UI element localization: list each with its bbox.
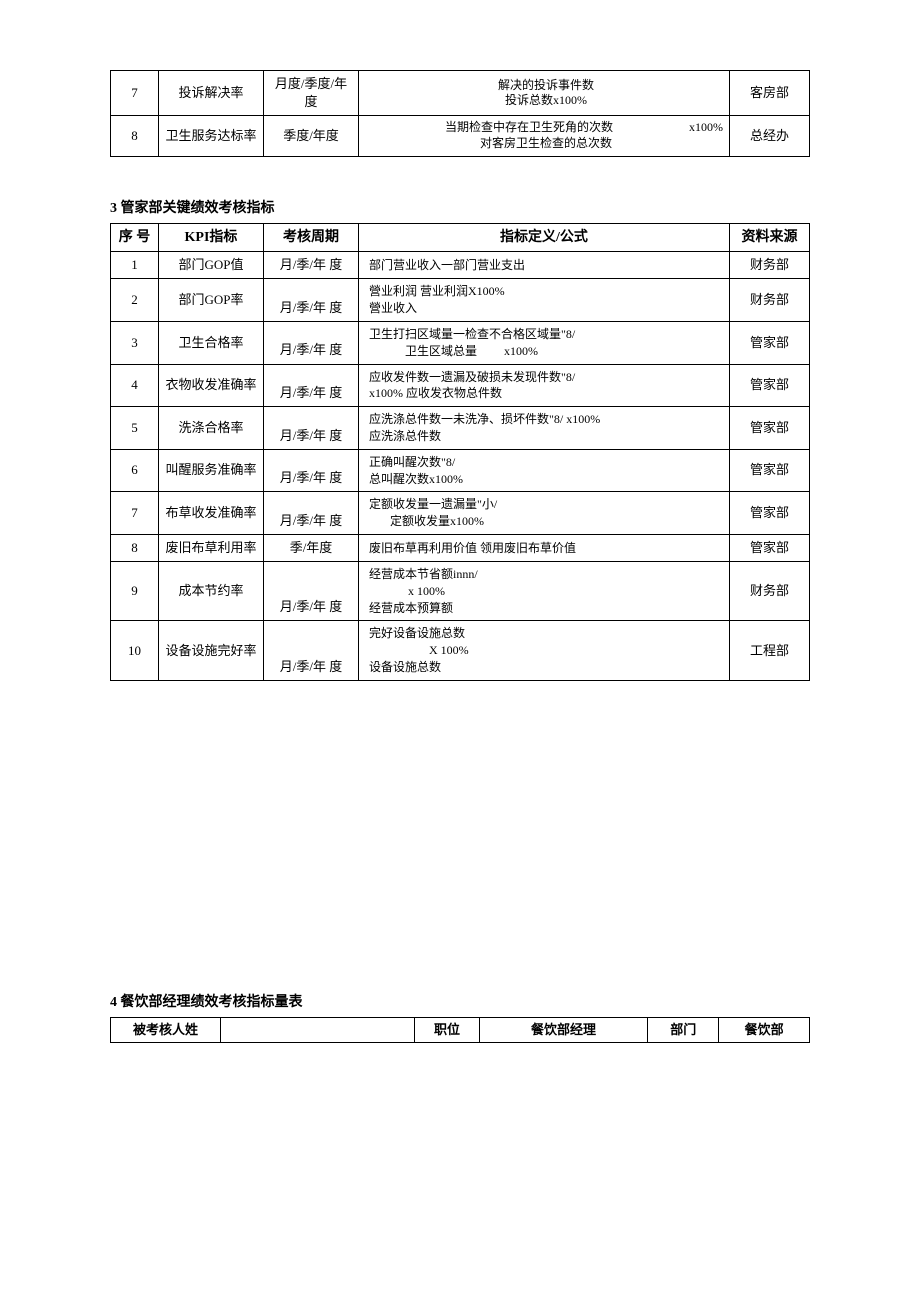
source: 管家部: [730, 449, 810, 492]
kpi-name: 卫生合格率: [159, 321, 264, 364]
row-num: 6: [111, 449, 159, 492]
kpi-name: 洗涤合格率: [159, 407, 264, 450]
kpi-name: 废旧布草利用率: [159, 534, 264, 561]
period: 月/季/年 度: [264, 562, 359, 621]
source: 财务部: [730, 279, 810, 322]
period: 月/季/年 度: [264, 321, 359, 364]
kpi-table-prev: 7 投诉解决率 月度/季度/年度 解决的投诉事件数 投诉总数x100% 客房部 …: [110, 70, 810, 157]
kpi-name: 布草收发准确率: [159, 492, 264, 535]
label-name: 被考核人姓: [111, 1017, 221, 1042]
table4-row: 被考核人姓 职位 餐饮部经理 部门 餐饮部: [111, 1017, 810, 1042]
formula: 營业利润 营业利润X100% 營业收入: [359, 279, 730, 322]
period: 月/季/年 度: [264, 279, 359, 322]
period: 月/季/年 度: [264, 252, 359, 279]
formula: 应洗涤总件数一未洗净、损坏件数"8/ x100% 应洗涤总件数: [359, 407, 730, 450]
formula: 定额收发量一遗漏量"小/ 定额收发量x100%: [359, 492, 730, 535]
period: 月/季/年 度: [264, 364, 359, 407]
header-row: 序 号 KPI指标 考核周期 指标定义/公式 资料来源: [111, 223, 810, 252]
value-position: 餐饮部经理: [479, 1017, 647, 1042]
source: 总经办: [730, 116, 810, 156]
table-row: 1部门GOP值月/季/年 度部门营业收入一部门营业支出财务部: [111, 252, 810, 279]
period: 季度/年度: [264, 116, 359, 156]
source: 客房部: [730, 71, 810, 116]
row-num: 7: [111, 492, 159, 535]
row-num: 2: [111, 279, 159, 322]
table-row: 5洗涤合格率月/季/年 度应洗涤总件数一未洗净、损坏件数"8/ x100% 应洗…: [111, 407, 810, 450]
section4-heading: 4 餐饮部经理绩效考核指标量表: [110, 991, 810, 1011]
formula-top: 当期检查中存在卫生死角的次数: [445, 120, 613, 134]
formula: 部门营业收入一部门营业支出: [359, 252, 730, 279]
formula-bottom: 投诉总数x100%: [505, 93, 587, 107]
table-row: 7布草收发准确率月/季/年 度定额收发量一遗漏量"小/ 定额收发量x100%管家…: [111, 492, 810, 535]
period: 月度/季度/年度: [264, 71, 359, 116]
row-num: 7: [111, 71, 159, 116]
row-num: 3: [111, 321, 159, 364]
spacer: [110, 721, 810, 981]
source: 管家部: [730, 407, 810, 450]
period: 月/季/年 度: [264, 407, 359, 450]
table-row: 6叫醒服务准确率月/季/年 度正确叫醒次数"8/ 总叫醒次数x100%管家部: [111, 449, 810, 492]
source: 工程部: [730, 621, 810, 680]
header-source: 资料来源: [730, 223, 810, 252]
kpi-name: 叫醒服务准确率: [159, 449, 264, 492]
row-num: 8: [111, 534, 159, 561]
period: 月/季/年 度: [264, 449, 359, 492]
table-row: 10设备设施完好率月/季/年 度完好设备设施总数 X 100% 设备设施总数工程…: [111, 621, 810, 680]
row-num: 4: [111, 364, 159, 407]
table-row: 3卫生合格率月/季/年 度卫生打扫区域量一检查不合格区域量"8/ 卫生区域总量 …: [111, 321, 810, 364]
kpi-name: 卫生服务达标率: [159, 116, 264, 156]
kpi-name: 投诉解决率: [159, 71, 264, 116]
table-row: 7 投诉解决率 月度/季度/年度 解决的投诉事件数 投诉总数x100% 客房部: [111, 71, 810, 116]
formula-bottom: 对客房卫生检查的总次数: [480, 136, 612, 150]
table-row: 8 卫生服务达标率 季度/年度 当期检查中存在卫生死角的次数 x100% 对客房…: [111, 116, 810, 156]
row-num: 8: [111, 116, 159, 156]
kpi-name: 设备设施完好率: [159, 621, 264, 680]
source: 管家部: [730, 534, 810, 561]
row-num: 10: [111, 621, 159, 680]
row-num: 5: [111, 407, 159, 450]
formula: 正确叫醒次数"8/ 总叫醒次数x100%: [359, 449, 730, 492]
formula: 经营成本节省额innn/ x 100% 经营成本预算额: [359, 562, 730, 621]
value-name: [221, 1017, 415, 1042]
table-row: 4衣物收发准确率月/季/年 度应收发件数一遗漏及破损未发现件数"8/ x100%…: [111, 364, 810, 407]
formula-top: 解决的投诉事件数: [498, 78, 594, 92]
formula-mid: x100%: [689, 120, 723, 136]
formula: 卫生打扫区域量一检查不合格区域量"8/ 卫生区域总量 x100%: [359, 321, 730, 364]
table-row: 8废旧布草利用率季/年度废旧布草再利用价值 领用废旧布草价值管家部: [111, 534, 810, 561]
table-row: 2部门GOP率月/季/年 度營业利润 营业利润X100% 營业收入财务部: [111, 279, 810, 322]
header-formula: 指标定义/公式: [359, 223, 730, 252]
row-num: 9: [111, 562, 159, 621]
source: 财务部: [730, 562, 810, 621]
period: 月/季/年 度: [264, 621, 359, 680]
label-position: 职位: [415, 1017, 480, 1042]
section3-heading: 3 管家部关键绩效考核指标: [110, 197, 810, 217]
period: 月/季/年 度: [264, 492, 359, 535]
header-num: 序 号: [111, 223, 159, 252]
period: 季/年度: [264, 534, 359, 561]
kpi-name: 部门GOP率: [159, 279, 264, 322]
kpi-name: 成本节约率: [159, 562, 264, 621]
formula: 完好设备设施总数 X 100% 设备设施总数: [359, 621, 730, 680]
formula: 解决的投诉事件数 投诉总数x100%: [359, 71, 730, 116]
kpi-name: 衣物收发准确率: [159, 364, 264, 407]
header-kpi: KPI指标: [159, 223, 264, 252]
kpi-name: 部门GOP值: [159, 252, 264, 279]
source: 管家部: [730, 492, 810, 535]
source: 管家部: [730, 364, 810, 407]
formula: 当期检查中存在卫生死角的次数 x100% 对客房卫生检查的总次数: [359, 116, 730, 156]
source: 财务部: [730, 252, 810, 279]
value-dept: 餐饮部: [719, 1017, 810, 1042]
source: 管家部: [730, 321, 810, 364]
evaluation-table-4: 被考核人姓 职位 餐饮部经理 部门 餐饮部: [110, 1017, 810, 1043]
label-dept: 部门: [648, 1017, 719, 1042]
table-row: 9成本节约率月/季/年 度经营成本节省额innn/ x 100% 经营成本预算额…: [111, 562, 810, 621]
header-period: 考核周期: [264, 223, 359, 252]
formula: 应收发件数一遗漏及破损未发现件数"8/ x100% 应收发衣物总件数: [359, 364, 730, 407]
row-num: 1: [111, 252, 159, 279]
formula: 废旧布草再利用价值 领用废旧布草价值: [359, 534, 730, 561]
kpi-table-3: 序 号 KPI指标 考核周期 指标定义/公式 资料来源 1部门GOP值月/季/年…: [110, 223, 810, 681]
